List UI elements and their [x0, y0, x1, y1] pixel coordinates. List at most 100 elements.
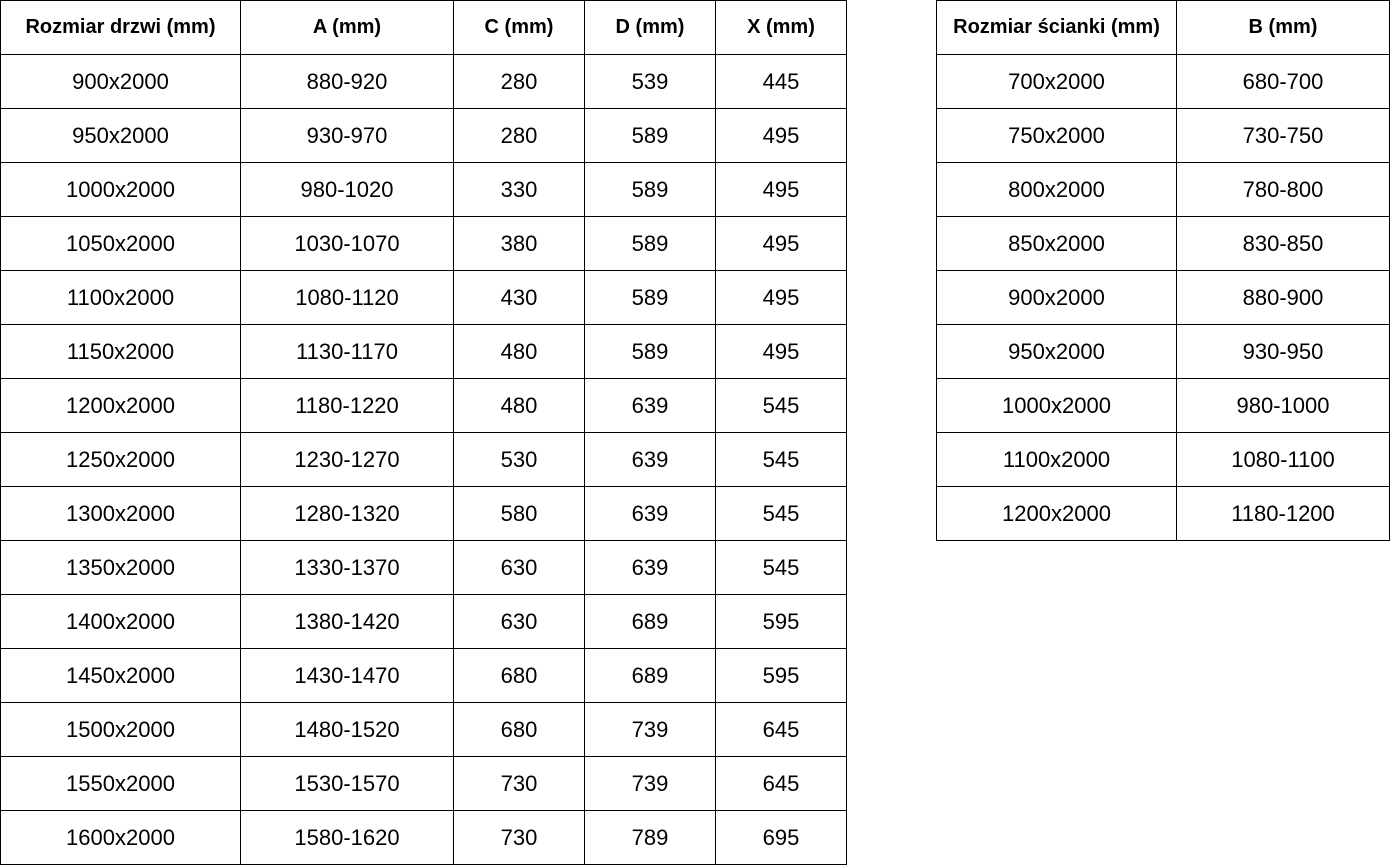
table-cell: 1550x2000 — [1, 757, 241, 811]
table-cell: 1330-1370 — [241, 541, 454, 595]
table-cell: 495 — [716, 271, 847, 325]
table-cell: 680 — [454, 649, 585, 703]
table-cell: 700x2000 — [937, 55, 1177, 109]
table-cell: 589 — [585, 271, 716, 325]
table-cell: 1350x2000 — [1, 541, 241, 595]
table-cell: 630 — [454, 541, 585, 595]
table-cell: 1380-1420 — [241, 595, 454, 649]
table-cell: 639 — [585, 541, 716, 595]
table-cell: 330 — [454, 163, 585, 217]
table-cell: 1600x2000 — [1, 811, 241, 865]
table-cell: 1530-1570 — [241, 757, 454, 811]
door-size-table: Rozmiar drzwi (mm) A (mm) C (mm) D (mm) X (m… — [0, 0, 847, 865]
table-cell: 1130-1170 — [241, 325, 454, 379]
table-cell: 880-900 — [1177, 271, 1390, 325]
column-header: Rozmiar ścianki (mm) — [937, 1, 1177, 55]
column-header: A (mm) — [241, 1, 454, 55]
table-cell: 480 — [454, 325, 585, 379]
table-cell: 1050x2000 — [1, 217, 241, 271]
table-cell: 495 — [716, 163, 847, 217]
table-cell: 530 — [454, 433, 585, 487]
table-cell: 980-1020 — [241, 163, 454, 217]
table-cell: 1200x2000 — [1, 379, 241, 433]
table-cell: 880-920 — [241, 55, 454, 109]
table-cell: 850x2000 — [937, 217, 1177, 271]
column-header: C (mm) — [454, 1, 585, 55]
table-cell: 639 — [585, 379, 716, 433]
table-cell: 580 — [454, 487, 585, 541]
table-cell: 595 — [716, 649, 847, 703]
table-cell: 445 — [716, 55, 847, 109]
table-cell: 739 — [585, 703, 716, 757]
table-cell: 1430-1470 — [241, 649, 454, 703]
table-cell: 280 — [454, 109, 585, 163]
table-cell: 1250x2000 — [1, 433, 241, 487]
table-cell: 930-970 — [241, 109, 454, 163]
table-cell: 1300x2000 — [1, 487, 241, 541]
table-cell: 589 — [585, 163, 716, 217]
table-cell: 595 — [716, 595, 847, 649]
table-cell: 589 — [585, 217, 716, 271]
table-cell: 495 — [716, 325, 847, 379]
table-cell: 780-800 — [1177, 163, 1390, 217]
table-cell: 1280-1320 — [241, 487, 454, 541]
table-cell: 639 — [585, 433, 716, 487]
table-cell: 739 — [585, 757, 716, 811]
table-cell: 1000x2000 — [937, 379, 1177, 433]
table-cell: 689 — [585, 649, 716, 703]
table-cell: 980-1000 — [1177, 379, 1390, 433]
table-cell: 1150x2000 — [1, 325, 241, 379]
table-cell: 430 — [454, 271, 585, 325]
wall-size-table: Rozmiar ścianki (mm) B (mm) 700x2000 680-70… — [936, 0, 1390, 541]
table-cell: 545 — [716, 541, 847, 595]
table-cell: 545 — [716, 487, 847, 541]
table-cell: 930-950 — [1177, 325, 1390, 379]
table-cell: 680 — [454, 703, 585, 757]
table-cell: 545 — [716, 433, 847, 487]
table-cell: 789 — [585, 811, 716, 865]
table-cell: 730-750 — [1177, 109, 1390, 163]
table-cell: 1200x2000 — [937, 487, 1177, 541]
table-cell: 1000x2000 — [1, 163, 241, 217]
table-cell: 730 — [454, 811, 585, 865]
column-header: D (mm) — [585, 1, 716, 55]
table-cell: 1030-1070 — [241, 217, 454, 271]
column-header: B (mm) — [1177, 1, 1390, 55]
table-cell: 1100x2000 — [937, 433, 1177, 487]
table-cell: 645 — [716, 703, 847, 757]
table-cell: 900x2000 — [937, 271, 1177, 325]
table-cell: 695 — [716, 811, 847, 865]
table-cell: 1080-1100 — [1177, 433, 1390, 487]
table-cell: 1080-1120 — [241, 271, 454, 325]
table-cell: 950x2000 — [937, 325, 1177, 379]
table-cell: 1480-1520 — [241, 703, 454, 757]
table-cell: 1400x2000 — [1, 595, 241, 649]
table-cell: 1180-1220 — [241, 379, 454, 433]
table-cell: 689 — [585, 595, 716, 649]
table-cell: 1180-1200 — [1177, 487, 1390, 541]
table-cell: 900x2000 — [1, 55, 241, 109]
table-cell: 645 — [716, 757, 847, 811]
column-header: Rozmiar drzwi (mm) — [1, 1, 241, 55]
table-cell: 950x2000 — [1, 109, 241, 163]
table-cell: 639 — [585, 487, 716, 541]
table-cell: 495 — [716, 109, 847, 163]
table-cell: 750x2000 — [937, 109, 1177, 163]
table-cell: 1100x2000 — [1, 271, 241, 325]
table-cell: 730 — [454, 757, 585, 811]
table-cell: 495 — [716, 217, 847, 271]
table-cell: 589 — [585, 325, 716, 379]
table-cell: 830-850 — [1177, 217, 1390, 271]
table-cell: 1450x2000 — [1, 649, 241, 703]
table-cell: 539 — [585, 55, 716, 109]
table-cell: 1230-1270 — [241, 433, 454, 487]
column-header: X (mm) — [716, 1, 847, 55]
table-cell: 1500x2000 — [1, 703, 241, 757]
table-cell: 680-700 — [1177, 55, 1390, 109]
table-cell: 545 — [716, 379, 847, 433]
table-cell: 630 — [454, 595, 585, 649]
table-cell: 380 — [454, 217, 585, 271]
table-cell: 589 — [585, 109, 716, 163]
table-cell: 280 — [454, 55, 585, 109]
table-cell: 800x2000 — [937, 163, 1177, 217]
